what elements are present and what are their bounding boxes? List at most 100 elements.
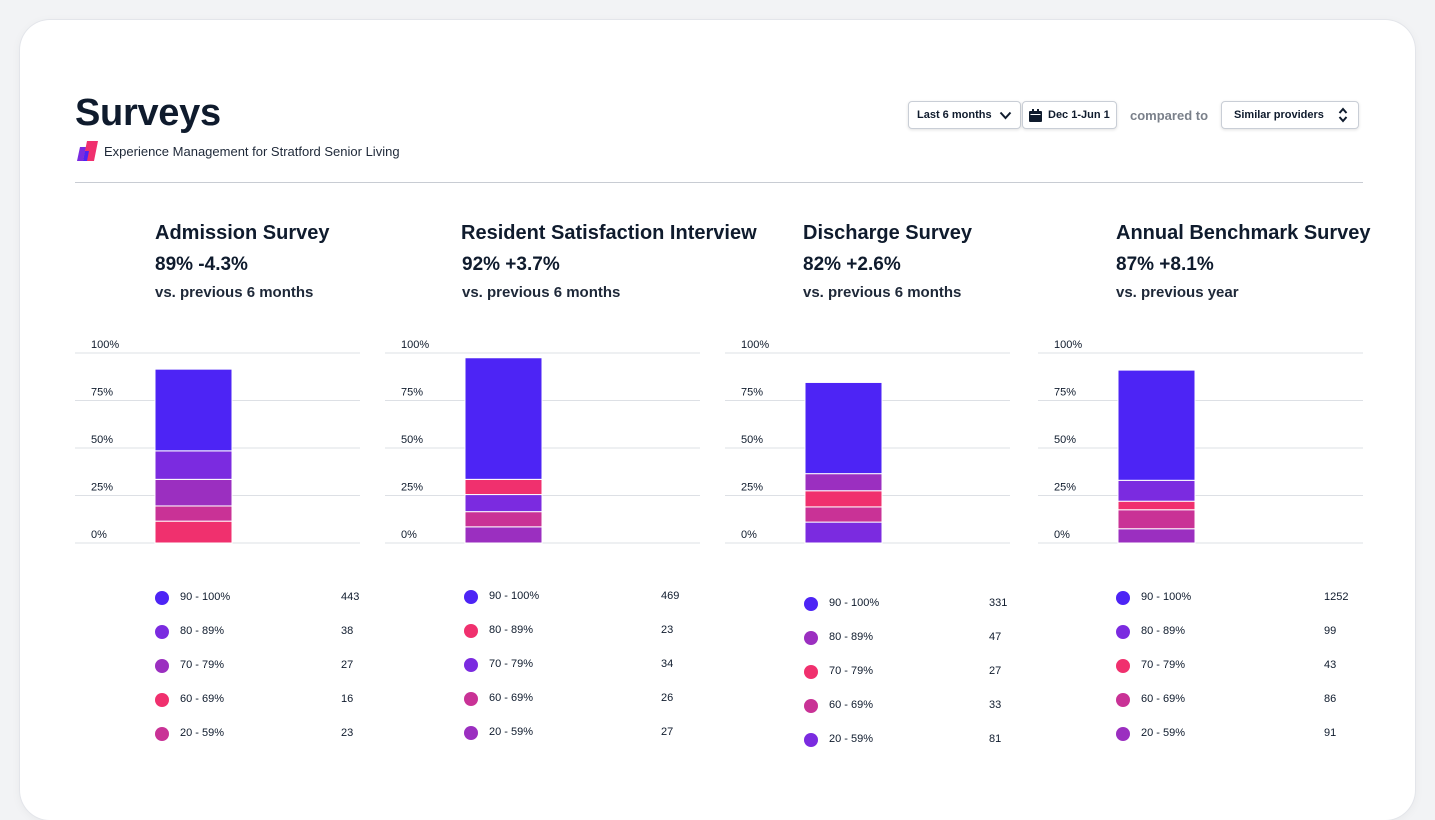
bar-segment[interactable]	[1117, 528, 1196, 544]
legend-range: 20 - 59%	[1141, 727, 1186, 739]
legend-range: 80 - 89%	[1141, 625, 1186, 637]
legend-range: 70 - 79%	[1141, 659, 1186, 671]
legend-count: 16	[341, 693, 354, 705]
legend-dot	[464, 624, 478, 638]
legend-range: 70 - 79%	[180, 659, 225, 671]
survey-title: Discharge Survey	[803, 222, 972, 244]
comparison-select[interactable]: Similar providers	[1221, 101, 1360, 129]
legend-range: 70 - 79%	[829, 665, 874, 677]
survey-chart: 100% 75% 50% 25% 0%	[385, 339, 700, 544]
survey-comparison: vs. previous 6 months	[462, 284, 621, 301]
legend-count: 443	[341, 591, 360, 603]
header-divider	[75, 182, 1363, 183]
survey-chart: 100% 75% 50% 25% 0%	[725, 339, 1010, 544]
calendar-icon	[1029, 108, 1042, 122]
legend-count: 38	[341, 625, 354, 637]
legend-range: 20 - 59%	[489, 726, 534, 738]
legend-item: 60 - 69% 26	[464, 691, 673, 707]
legend-item: 20 - 59% 23	[155, 726, 353, 742]
legend-count: 1252	[1324, 591, 1349, 603]
bar-segment[interactable]	[154, 450, 233, 480]
bar-segment[interactable]	[1117, 369, 1196, 481]
legend-item: 70 - 79% 27	[804, 664, 1001, 680]
legend-range: 80 - 89%	[180, 625, 225, 637]
y-tick-label: 0%	[1054, 529, 1070, 541]
bar-segment[interactable]	[804, 490, 883, 508]
legend-range: 20 - 59%	[180, 727, 225, 739]
y-tick-label: 50%	[91, 434, 113, 446]
legend-item: 70 - 79% 27	[155, 658, 353, 674]
legend-dot	[1116, 659, 1130, 673]
legend-count: 331	[989, 597, 1008, 609]
legend-item: 90 - 100% 443	[155, 590, 359, 606]
bar-segment[interactable]	[804, 473, 883, 492]
bar-segment[interactable]	[464, 494, 543, 513]
survey-title: Admission Survey	[155, 222, 330, 244]
legend-count: 99	[1324, 625, 1337, 637]
filter-controls: Last 6 months Dec 1-Jun 1 compared to Si…	[908, 100, 1360, 130]
bar-segment[interactable]	[464, 511, 543, 528]
survey-chart: 100% 75% 50% 25% 0%	[1038, 339, 1363, 544]
legend-count: 91	[1324, 727, 1337, 739]
bar-segment[interactable]	[804, 506, 883, 523]
y-tick-label: 100%	[1054, 339, 1082, 351]
legend-count: 26	[661, 692, 674, 704]
period-dropdown[interactable]: Last 6 months	[908, 101, 1021, 129]
bar-segment[interactable]	[464, 357, 543, 480]
bar-segment[interactable]	[464, 478, 543, 496]
legend-count: 23	[661, 624, 674, 636]
y-tick-label: 50%	[1054, 434, 1076, 446]
y-tick-label: 25%	[741, 482, 763, 494]
bar-segment[interactable]	[1117, 509, 1196, 530]
y-tick-label: 50%	[401, 434, 423, 446]
legend-count: 27	[989, 665, 1002, 677]
y-tick-label: 75%	[1054, 387, 1076, 399]
bar-segment[interactable]	[154, 478, 233, 507]
legend-count: 81	[989, 733, 1002, 745]
comparison-label: Similar providers	[1234, 109, 1324, 121]
legend-item: 80 - 89% 99	[1116, 624, 1336, 640]
survey-panel-annual-benchmark: Annual Benchmark Survey 87% +8.1% vs. pr…	[1038, 0, 1371, 807]
legend-count: 43	[1324, 659, 1337, 671]
bar-segment[interactable]	[804, 381, 883, 475]
y-tick-label: 75%	[401, 387, 423, 399]
legend-count: 27	[341, 659, 354, 671]
y-tick-label: 100%	[91, 339, 119, 351]
legend-dot	[155, 591, 169, 605]
legend-item: 70 - 79% 43	[1116, 658, 1336, 674]
legend-count: 86	[1324, 693, 1337, 705]
y-tick-label: 100%	[741, 339, 769, 351]
legend-count: 33	[989, 699, 1002, 711]
bar-segment[interactable]	[804, 521, 883, 544]
brand-logo-icon	[77, 141, 98, 161]
legend-dot	[1116, 693, 1130, 707]
y-tick-label: 75%	[741, 387, 763, 399]
legend-item: 20 - 59% 81	[804, 732, 1001, 748]
legend-range: 90 - 100%	[180, 591, 231, 603]
select-arrows-icon	[1338, 107, 1348, 123]
survey-title: Annual Benchmark Survey	[1116, 222, 1371, 244]
legend-count: 27	[661, 726, 674, 738]
bar-segment[interactable]	[1117, 479, 1196, 502]
bar-segment[interactable]	[154, 505, 233, 522]
date-range-picker[interactable]: Dec 1-Jun 1	[1022, 101, 1117, 129]
legend-item: 20 - 59% 27	[464, 725, 673, 741]
bar-segment[interactable]	[464, 526, 543, 544]
legend-range: 60 - 69%	[1141, 693, 1186, 705]
date-range-label: Dec 1-Jun 1	[1048, 109, 1110, 121]
legend-dot	[464, 590, 478, 604]
legend-count: 23	[341, 727, 354, 739]
legend-range: 80 - 89%	[829, 631, 874, 643]
bar-segment[interactable]	[1117, 500, 1196, 511]
bar-segment[interactable]	[154, 520, 233, 544]
period-label: Last 6 months	[917, 109, 992, 121]
legend-count: 47	[989, 631, 1002, 643]
legend-dot	[804, 733, 818, 747]
bar-segment[interactable]	[154, 368, 233, 452]
survey-score: 82% +2.6%	[803, 254, 901, 275]
legend-item: 90 - 100% 1252	[1116, 590, 1348, 606]
legend-item: 90 - 100% 331	[804, 596, 1007, 612]
legend-range: 70 - 79%	[489, 658, 534, 670]
legend-dot	[464, 658, 478, 672]
survey-score: 92% +3.7%	[462, 254, 560, 275]
